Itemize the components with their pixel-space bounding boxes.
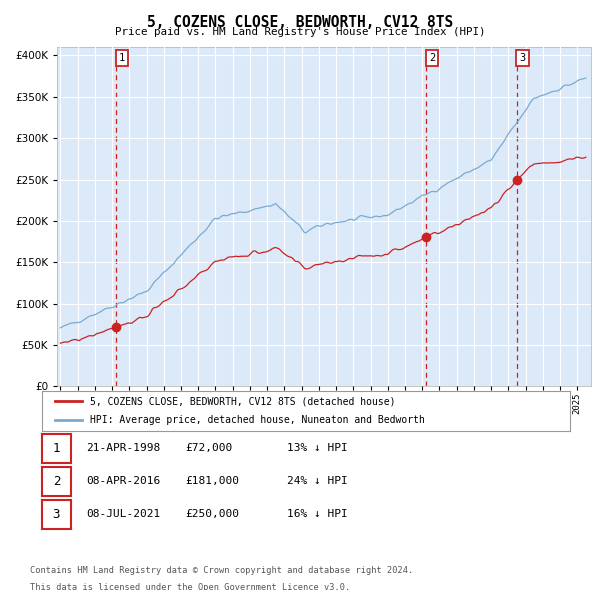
Text: 08-APR-2016: 08-APR-2016: [86, 477, 160, 486]
Text: 5, COZENS CLOSE, BEDWORTH, CV12 8TS: 5, COZENS CLOSE, BEDWORTH, CV12 8TS: [147, 15, 453, 30]
Text: £250,000: £250,000: [185, 510, 239, 519]
Text: Price paid vs. HM Land Registry's House Price Index (HPI): Price paid vs. HM Land Registry's House …: [115, 27, 485, 37]
Text: 13% ↓ HPI: 13% ↓ HPI: [287, 444, 347, 453]
Text: 08-JUL-2021: 08-JUL-2021: [86, 510, 160, 519]
Text: 3: 3: [520, 53, 526, 63]
Text: 21-APR-1998: 21-APR-1998: [86, 444, 160, 453]
Text: £181,000: £181,000: [185, 477, 239, 486]
Text: 5, COZENS CLOSE, BEDWORTH, CV12 8TS (detached house): 5, COZENS CLOSE, BEDWORTH, CV12 8TS (det…: [89, 396, 395, 407]
Text: Contains HM Land Registry data © Crown copyright and database right 2024.: Contains HM Land Registry data © Crown c…: [30, 566, 413, 575]
Text: 1: 1: [119, 53, 125, 63]
Text: This data is licensed under the Open Government Licence v3.0.: This data is licensed under the Open Gov…: [30, 583, 350, 590]
Text: 3: 3: [53, 508, 60, 521]
Text: £72,000: £72,000: [185, 444, 232, 453]
Text: 24% ↓ HPI: 24% ↓ HPI: [287, 477, 347, 486]
Text: 1: 1: [53, 442, 60, 455]
Text: 2: 2: [53, 475, 60, 488]
Text: HPI: Average price, detached house, Nuneaton and Bedworth: HPI: Average price, detached house, Nune…: [89, 415, 424, 425]
Text: 16% ↓ HPI: 16% ↓ HPI: [287, 510, 347, 519]
Text: 2: 2: [429, 53, 436, 63]
